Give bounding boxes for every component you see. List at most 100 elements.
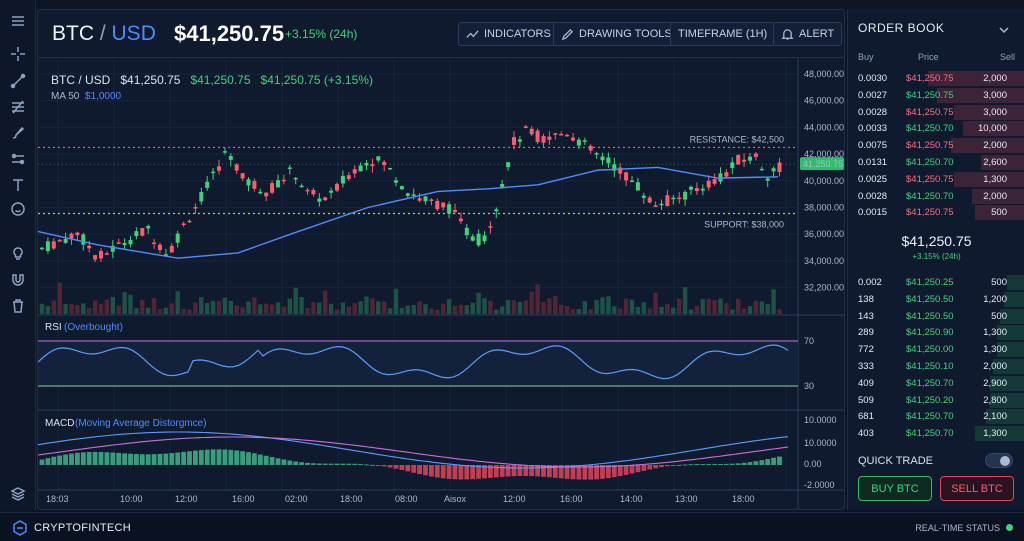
volume-bar (712, 300, 717, 314)
trash-icon[interactable] (7, 295, 29, 317)
ask-price: $41,250.75 (906, 173, 954, 185)
bid-price: $41,250.20 (906, 394, 954, 406)
measure-icon[interactable] (7, 148, 29, 170)
magnet-icon[interactable] (7, 269, 29, 291)
candle-body (110, 245, 115, 252)
candle-body (494, 209, 499, 212)
candle-body (523, 126, 528, 128)
ask-price: $41,250.75 (906, 207, 954, 219)
ask-row[interactable]: 0.0015 $41,250.75 500 (848, 204, 1024, 221)
macd-histogram-bar (334, 463, 340, 465)
volume-bar (482, 298, 487, 314)
chevron-down-icon[interactable] (998, 23, 1010, 35)
alert-button[interactable]: ALERT (773, 22, 843, 46)
volume-bar (623, 298, 629, 314)
macd-histogram-bar (594, 465, 599, 480)
bid-row[interactable]: 409 $41,250.70 2,900 (848, 375, 1024, 392)
x-tick-label: 08:00 (395, 494, 418, 504)
candle-body (559, 133, 564, 136)
volume-bar (435, 309, 440, 314)
text-icon[interactable] (7, 174, 29, 196)
menu-icon[interactable] (7, 10, 29, 32)
volume-bar (122, 292, 127, 314)
emoji-icon[interactable] (7, 198, 29, 220)
bid-row[interactable]: 138 $41,250.50 1,200 (848, 291, 1024, 308)
bid-row[interactable]: 772 $41,250.00 1,300 (848, 341, 1024, 358)
candle-body (600, 156, 605, 161)
ask-depth-bar (975, 205, 1024, 221)
macd-histogram-bar (216, 449, 222, 465)
candle-body (87, 245, 92, 249)
buy-button[interactable]: BUY BTC (858, 476, 932, 501)
bid-sell: 2,900 (983, 377, 1007, 389)
indicators-icon (466, 29, 479, 38)
candle-body (535, 130, 540, 143)
trendline-icon[interactable] (7, 70, 29, 92)
candle-body (340, 175, 345, 184)
macd-histogram-bar (665, 465, 670, 467)
ask-row[interactable]: 0.0027 $41,250.75 3,000 (848, 87, 1024, 104)
candle-body (329, 190, 334, 193)
macd-histogram-bar (552, 465, 558, 478)
candle-body (40, 247, 44, 250)
volume-bar (57, 282, 62, 314)
candle-body (234, 164, 239, 171)
bid-row[interactable]: 0.002 $41,250.25 500 (848, 274, 1024, 291)
candle-body (281, 179, 286, 182)
bid-row[interactable]: 333 $41,250.10 2,000 (848, 358, 1024, 375)
volume-bar (724, 303, 729, 314)
layers-icon[interactable] (7, 483, 29, 505)
current-price-tag (800, 157, 844, 171)
ask-row[interactable]: 0.0028 $41,250.70 2,000 (848, 188, 1024, 205)
volume-bar (541, 302, 546, 314)
volume-bar (169, 303, 174, 314)
bid-row[interactable]: 403 $41,250.70 1,300 (848, 425, 1024, 442)
candle-body (529, 128, 534, 135)
bid-sell: 2,100 (983, 411, 1007, 423)
macd-histogram-bar (305, 462, 310, 465)
macd-tick-label: 10.0000 (804, 438, 837, 448)
candle-body (753, 153, 758, 157)
lightbulb-icon[interactable] (7, 243, 29, 265)
candle-body (748, 156, 752, 161)
ask-sell: 2,000 (983, 140, 1007, 152)
volume-bar (647, 308, 652, 314)
volume-bar (405, 305, 410, 314)
bid-row[interactable]: 143 $41,250.50 500 (848, 308, 1024, 325)
fib-icon[interactable] (7, 96, 29, 118)
macd-histogram-bar (611, 465, 617, 478)
bid-row[interactable]: 681 $41,250.70 2,100 (848, 408, 1024, 425)
brush-icon[interactable] (7, 122, 29, 144)
ask-depth-bar (963, 121, 1024, 137)
timeframe-button[interactable]: TIMEFRAME (1H) (670, 22, 776, 46)
macd-histogram-bar (169, 453, 175, 465)
volume-bar (393, 288, 399, 314)
candle-body (405, 193, 410, 196)
ask-row[interactable]: 0.0131 $41,250.70 2,600 (848, 154, 1024, 171)
crosshair-icon[interactable] (7, 43, 29, 65)
ask-row[interactable]: 0.0033 $41,250.70 10,000 (848, 120, 1024, 137)
ask-row[interactable]: 0.0030 $41,250.75 2,000 (848, 70, 1024, 87)
bid-price: $41,250.10 (906, 360, 954, 372)
volume-bar (659, 306, 664, 314)
sell-button[interactable]: SELL BTC (940, 476, 1014, 501)
pair-sep: / (94, 22, 112, 45)
macd-histogram-bar (541, 465, 546, 477)
bid-row[interactable]: 289 $41,250.90 1,300 (848, 324, 1024, 341)
quick-trade-toggle[interactable] (985, 453, 1013, 468)
ask-row[interactable]: 0.0025 $41,250.75 1,300 (848, 171, 1024, 188)
volume-bar (69, 303, 74, 314)
price-chart[interactable]: 48,000.00 46,000.00 44,000.00 42,000.00 40,0… (38, 10, 844, 509)
candle-body (399, 186, 404, 190)
macd-histogram-bar (299, 462, 304, 465)
ask-row[interactable]: 0.0075 $41,250.75 2,000 (848, 137, 1024, 154)
candle-body (104, 253, 109, 255)
price-change: +3.15% (24h) (285, 27, 358, 41)
bid-sell: 1,300 (983, 327, 1007, 339)
bid-row[interactable]: 509 $41,250.20 2,800 (848, 392, 1024, 409)
ask-row[interactable]: 0.0028 $41,250.75 3,000 (848, 104, 1024, 121)
candle-body (553, 133, 558, 135)
macd-histogram-bar (163, 453, 169, 465)
candle-body (323, 197, 328, 201)
candle-body (335, 184, 339, 191)
